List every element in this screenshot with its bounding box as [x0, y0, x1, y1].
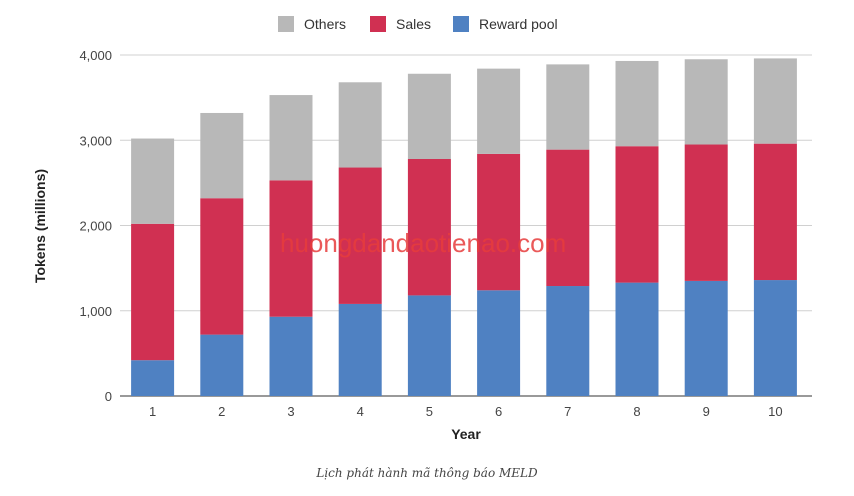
bar-sales [684, 144, 728, 281]
legend-label: Sales [396, 16, 431, 32]
x-tick-label: 5 [426, 404, 433, 419]
bar-others [338, 82, 382, 168]
x-tick-label: 7 [564, 404, 571, 419]
bar-reward-pool [753, 280, 797, 396]
legend-label: Others [304, 16, 346, 32]
legend-label: Reward pool [479, 16, 558, 32]
legend-swatch-reward-pool [453, 16, 469, 32]
chart-caption: Lịch phát hành mã thông báo MELD [316, 466, 538, 480]
bar-others [200, 112, 244, 199]
y-tick-label: 0 [105, 389, 112, 404]
x-tick-label: 4 [357, 404, 364, 419]
bar-sales [407, 159, 451, 296]
bar-others [615, 60, 659, 147]
x-tick-label: 3 [287, 404, 294, 419]
bar-sales [131, 223, 175, 361]
watermark: huongdandaotienao.com [280, 228, 567, 258]
bar-others [407, 73, 451, 160]
bar-reward-pool [615, 282, 659, 396]
bar-others [684, 59, 728, 145]
x-tick-label: 2 [218, 404, 225, 419]
bar-others [131, 138, 175, 224]
y-tick-label: 1,000 [79, 304, 112, 319]
bar-reward-pool [131, 360, 175, 396]
bar-reward-pool [200, 334, 244, 396]
bar-reward-pool [269, 316, 313, 396]
bar-reward-pool [407, 295, 451, 396]
bar-others [269, 95, 313, 181]
y-axis-label: Tokens (millions) [32, 169, 48, 283]
x-tick-label: 8 [633, 404, 640, 419]
legend-swatch-others [278, 16, 294, 32]
bar-others [477, 68, 521, 154]
bar-reward-pool [684, 280, 728, 396]
bar-others [753, 58, 797, 144]
x-tick-label: 9 [703, 404, 710, 419]
x-axis-label: Year [451, 426, 481, 442]
y-tick-label: 4,000 [79, 48, 112, 63]
x-tick-label: 1 [149, 404, 156, 419]
bar-sales [615, 146, 659, 283]
x-tick-label: 10 [768, 404, 782, 419]
bar-sales [753, 143, 797, 281]
bar-sales [269, 180, 313, 317]
bar-others [546, 64, 590, 150]
y-tick-label: 2,000 [79, 219, 112, 234]
bar-sales [477, 153, 521, 291]
y-tick-label: 3,000 [79, 133, 112, 148]
bar-reward-pool [338, 303, 382, 396]
bar-sales [200, 198, 244, 335]
bar-sales [338, 167, 382, 304]
x-tick-label: 6 [495, 404, 502, 419]
bar-reward-pool [477, 290, 521, 396]
bar-sales [546, 149, 590, 287]
bar-reward-pool [546, 286, 590, 396]
legend-swatch-sales [370, 16, 386, 32]
